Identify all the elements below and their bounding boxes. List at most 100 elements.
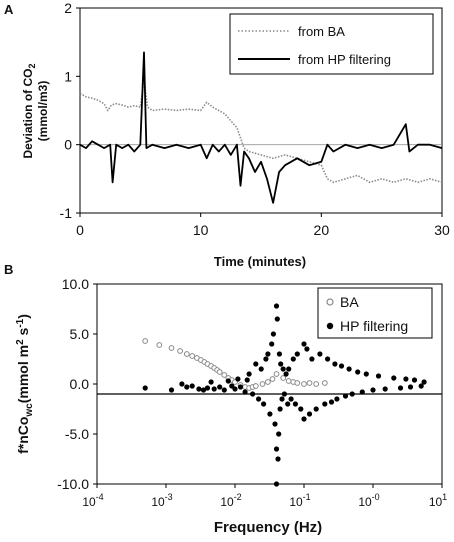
b-point <box>208 379 214 385</box>
b-point <box>261 401 267 407</box>
b-point <box>269 376 276 382</box>
b-point <box>363 371 369 377</box>
panel-b-xticks: 10-4 10-3 10-2 10-1 10-0 101 <box>82 484 447 509</box>
svg-text:Deviation of CO2: Deviation of CO2 <box>21 63 37 158</box>
b-point <box>342 393 349 399</box>
b-point <box>306 380 313 386</box>
legend-ba-b-label: BA <box>340 294 359 310</box>
b-point <box>225 378 231 384</box>
b-point <box>142 338 149 344</box>
b-series-1 <box>142 303 427 487</box>
b-point <box>285 401 291 407</box>
b-point <box>237 384 244 390</box>
b-point <box>265 351 271 357</box>
b-point <box>183 351 190 357</box>
b-point <box>204 385 211 391</box>
b-point <box>211 386 217 392</box>
panel-a-legend: from BA from HP filtering <box>229 13 434 75</box>
b-point <box>334 396 340 402</box>
b-point <box>252 383 259 389</box>
b-point <box>322 401 328 407</box>
b-point <box>277 406 283 412</box>
b-point <box>301 416 307 422</box>
b-point <box>156 342 163 348</box>
b-point <box>370 387 376 393</box>
panel-a-series <box>79 51 443 204</box>
b-point <box>418 383 424 389</box>
b-point <box>142 385 148 391</box>
b-xtick-label: 10-1 <box>289 492 310 509</box>
b-series-0 <box>142 338 328 391</box>
panel-b: B -10.0-5.00.05.010.0 10-4 10-3 10-2 10-1 10… <box>4 262 447 536</box>
legend-ba-label: from BA <box>298 24 345 39</box>
b-ytick-label: 10.0 <box>62 276 89 292</box>
a-xtick-label: 20 <box>314 222 330 238</box>
b-point <box>375 373 382 379</box>
b-point <box>246 371 252 377</box>
b-point <box>421 379 427 385</box>
panel-a-xticks: 0 10 20 30 <box>76 213 450 238</box>
b-point <box>294 351 300 357</box>
b-point <box>325 356 331 362</box>
b-point <box>292 401 298 407</box>
panel-a-letter: A <box>4 2 14 17</box>
a-ytick-label: 0 <box>64 137 72 153</box>
b-point <box>263 356 269 362</box>
svg-text:(mmol/m3): (mmol/m3) <box>36 81 50 142</box>
b-point <box>270 331 276 337</box>
b-point <box>244 377 250 383</box>
a-ytick-label: 1 <box>64 68 72 84</box>
b-xtick-label: 10-2 <box>220 492 241 509</box>
b-point <box>273 303 280 309</box>
legend-hp-marker <box>326 322 334 330</box>
panel-a-ylabel: Deviation of CO2 (mmol/m3) <box>21 63 50 158</box>
b-point <box>313 381 320 387</box>
b-point <box>242 389 248 395</box>
b-point <box>276 431 282 437</box>
b-point <box>288 396 294 402</box>
b-point <box>403 376 409 382</box>
b-point <box>272 421 278 427</box>
b-point <box>280 375 287 381</box>
b-point <box>221 387 227 393</box>
b-point <box>298 406 304 412</box>
b-point <box>216 369 223 375</box>
b-point <box>306 411 313 417</box>
b-point <box>328 399 335 405</box>
b-point <box>273 371 280 377</box>
b-point <box>189 353 196 359</box>
b-point <box>346 366 352 372</box>
legend-hp-label: from HP filtering <box>298 52 391 67</box>
b-point <box>382 386 388 392</box>
b-point <box>273 446 280 452</box>
b-point <box>275 456 281 462</box>
b-xtick-label: 10-3 <box>151 492 172 509</box>
b-point <box>332 361 338 367</box>
b-point <box>274 316 280 322</box>
b-point <box>304 346 310 352</box>
b-point <box>309 356 315 362</box>
b-point <box>168 345 175 351</box>
panel-b-ylabel: f*nCowc(mmol m2 s-1) <box>15 314 35 454</box>
legend-hp-b-label: HP filtering <box>340 318 408 334</box>
panel-b-yticks: -10.0 -5.0 0.0 5.0 10.0 <box>57 276 442 492</box>
panel-b-series <box>142 303 427 487</box>
a-series-line-0 <box>79 79 443 184</box>
b-ytick-label: -10.0 <box>57 476 89 492</box>
b-point <box>407 384 414 390</box>
b-point <box>294 380 301 386</box>
a-xtick-label: 0 <box>76 222 84 238</box>
b-point <box>359 389 365 395</box>
panel-b-xlabel: Frequency (Hz) <box>214 519 322 536</box>
panel-b-legend: BA HP filtering <box>317 287 433 339</box>
b-point <box>276 351 282 357</box>
b-point <box>397 385 404 391</box>
b-point <box>321 380 328 386</box>
b-point <box>279 396 285 402</box>
b-point <box>278 361 284 367</box>
b-point <box>259 381 266 387</box>
b-point <box>217 384 223 390</box>
b-point <box>281 391 287 397</box>
